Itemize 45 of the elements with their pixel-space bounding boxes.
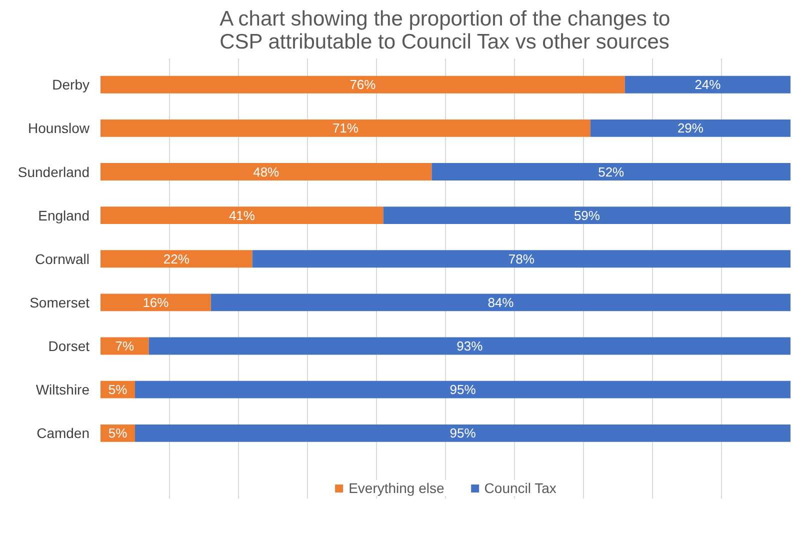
data-label: 84%: [488, 294, 514, 310]
y-tick-label: Somerset: [30, 294, 90, 310]
data-label: 16%: [142, 294, 170, 310]
bar: [383, 206, 790, 224]
y-tick-label: England: [38, 207, 90, 224]
bar: [100, 76, 625, 94]
data-label: 52%: [598, 164, 625, 180]
bar: [100, 206, 384, 224]
bar: [432, 163, 790, 180]
bar: [590, 119, 790, 137]
data-label: 41%: [228, 208, 256, 223]
y-tick-label: Hounslow: [28, 120, 90, 136]
bar: [100, 294, 211, 312]
bar: [624, 76, 790, 94]
y-tick-label: Dorset: [48, 338, 90, 354]
data-label: 59%: [574, 208, 600, 223]
data-label: 5%: [108, 382, 128, 398]
bar: [252, 250, 790, 268]
data-label: 95%: [450, 426, 476, 441]
data-label: 95%: [450, 382, 476, 398]
data-label: 48%: [253, 164, 280, 180]
data-label: 22%: [163, 251, 190, 266]
data-label: 5%: [108, 426, 128, 441]
legend-label: Council Tax: [484, 480, 556, 496]
data-label: 78%: [508, 251, 535, 266]
bar: [210, 294, 790, 312]
data-label: 71%: [332, 120, 359, 136]
legend-label: Everything else: [348, 480, 444, 496]
data-label: 7%: [115, 338, 134, 354]
data-label: 24%: [694, 77, 722, 92]
chart-title: A chart showing the proportion of the changes to CSP attributable to Council Tax vs other sources: [220, 8, 670, 54]
bar: [100, 119, 590, 137]
y-tick-label: Derby: [52, 76, 90, 93]
bar: [100, 250, 252, 268]
y-tick-label: Camden: [36, 425, 90, 442]
y-tick-label: Wiltshire: [36, 382, 90, 398]
data-label: 93%: [456, 338, 484, 354]
bar: [135, 380, 790, 398]
bar: [148, 337, 790, 355]
y-tick-label: Sunderland: [18, 164, 90, 180]
bar: [135, 424, 790, 442]
y-tick-label: Cornwall: [35, 250, 90, 267]
bar: [100, 163, 432, 180]
data-label: 76%: [350, 77, 376, 92]
data-label: 29%: [677, 120, 704, 136]
